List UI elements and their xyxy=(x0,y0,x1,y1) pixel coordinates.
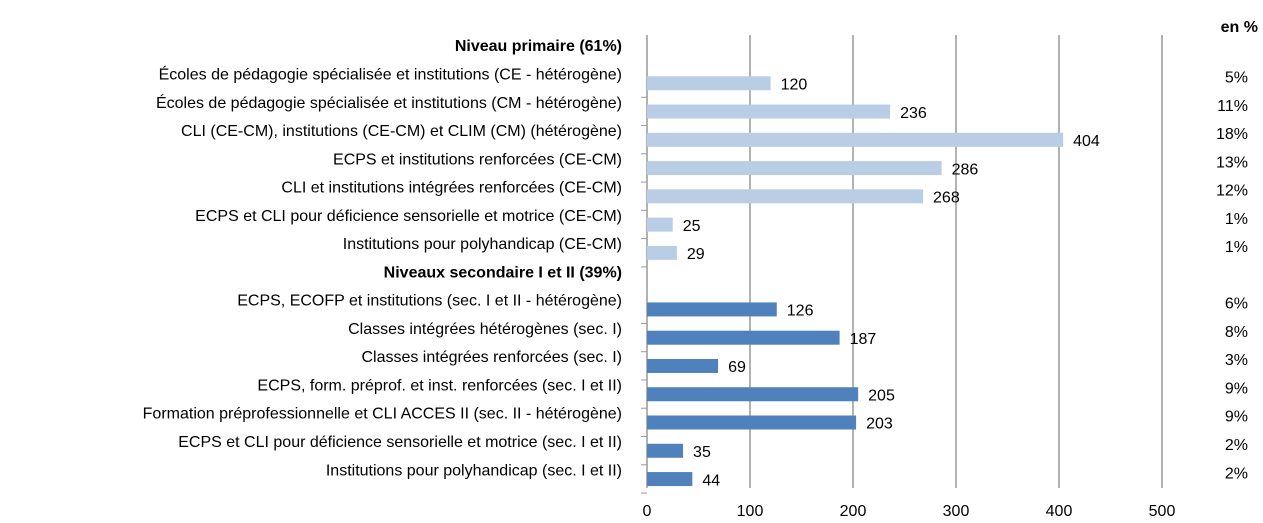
bar xyxy=(647,330,840,345)
category-label: ECPS et institutions renforcées (CE-CM) xyxy=(333,151,622,168)
category-label: Institutions pour polyhandicap (sec. I e… xyxy=(326,462,622,479)
category-label: CLI et institutions intégrées renforcées… xyxy=(281,180,622,197)
group-title: Niveaux secondaire I et II (39%) xyxy=(384,264,622,281)
x-tick-label: 400 xyxy=(1046,503,1073,520)
share-label: 8% xyxy=(1225,324,1248,341)
value-label: 236 xyxy=(900,105,927,122)
x-tick-label: 500 xyxy=(1149,503,1176,520)
share-label: 5% xyxy=(1225,69,1248,86)
share-label: 13% xyxy=(1216,154,1248,171)
value-label: 187 xyxy=(850,331,877,348)
value-label: 205 xyxy=(868,387,895,404)
bar xyxy=(647,387,859,402)
bar xyxy=(647,358,719,373)
category-label: CLI (CE-CM), institutions (CE-CM) et CLI… xyxy=(181,123,622,140)
category-label: Écoles de pédagogie spécialisée et insti… xyxy=(156,93,622,112)
bar xyxy=(647,104,891,119)
value-label: 268 xyxy=(933,190,960,207)
value-label: 69 xyxy=(728,359,746,376)
category-label: Écoles de pédagogie spécialisée et insti… xyxy=(159,64,622,83)
share-label: 9% xyxy=(1225,380,1248,397)
category-label: Institutions pour polyhandicap (CE-CM) xyxy=(343,236,622,253)
bar xyxy=(647,472,693,487)
bar xyxy=(647,302,777,317)
category-label: ECPS, ECOFP et institutions (sec. I et I… xyxy=(237,293,622,310)
bar xyxy=(647,443,684,458)
bar xyxy=(647,189,924,204)
category-label: ECPS, form. préprof. et inst. renforcées… xyxy=(257,377,622,394)
x-tick-label: 100 xyxy=(737,503,764,520)
value-label: 35 xyxy=(693,444,711,461)
group-title: Niveau primaire (61%) xyxy=(455,38,622,55)
value-label: 25 xyxy=(683,218,701,235)
x-tick-label: 300 xyxy=(943,503,970,520)
x-tick-label: 0 xyxy=(643,503,652,520)
bar xyxy=(647,161,942,176)
value-label: 286 xyxy=(952,161,979,178)
category-label: ECPS et CLI pour déficience sensorielle … xyxy=(195,208,622,225)
share-label: 2% xyxy=(1225,465,1248,482)
value-label: 120 xyxy=(781,76,808,93)
share-label: 1% xyxy=(1225,211,1248,228)
value-label: 44 xyxy=(702,472,720,489)
category-label: Classes intégrées renforcées (sec. I) xyxy=(361,349,622,366)
x-tick-label: 200 xyxy=(840,503,867,520)
share-label: 6% xyxy=(1225,296,1248,313)
share-label: 9% xyxy=(1225,409,1248,426)
share-label: 12% xyxy=(1216,183,1248,200)
bar xyxy=(647,132,1064,147)
bar xyxy=(647,76,771,91)
bar xyxy=(647,415,857,430)
unit-label: en % xyxy=(1221,19,1258,36)
category-label: Classes intégrées hétérogènes (sec. I) xyxy=(348,321,622,338)
share-label: 11% xyxy=(1217,98,1248,115)
share-label: 1% xyxy=(1225,239,1248,256)
share-label: 3% xyxy=(1225,352,1248,369)
bar xyxy=(647,245,677,260)
share-label: 2% xyxy=(1225,437,1248,454)
share-label: 18% xyxy=(1216,126,1248,143)
category-label: Formation préprofessionnelle et CLI ACCE… xyxy=(143,406,622,423)
value-label: 126 xyxy=(787,303,814,320)
value-label: 29 xyxy=(687,246,705,263)
category-label: ECPS et CLI pour déficience sensorielle … xyxy=(178,434,622,451)
value-label: 404 xyxy=(1073,133,1100,150)
value-label: 203 xyxy=(866,416,893,433)
bar xyxy=(647,217,673,232)
